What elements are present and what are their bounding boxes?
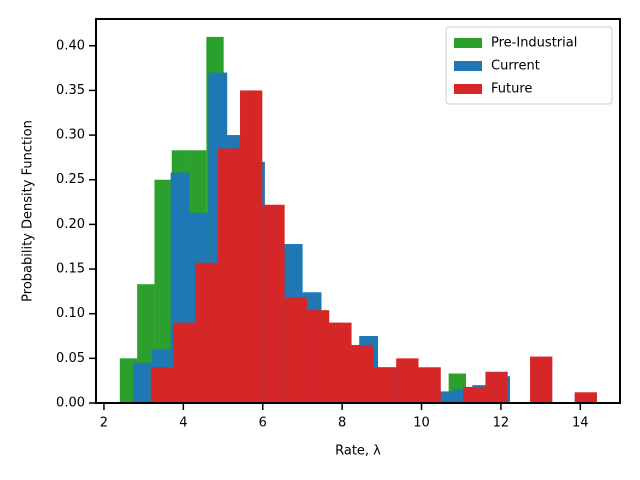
legend-label: Current — [491, 59, 540, 74]
legend-label: Future — [491, 82, 532, 97]
x-tick-label: 14 — [572, 416, 589, 431]
histogram-bar — [217, 148, 241, 403]
y-tick-label: 0.35 — [56, 83, 85, 98]
histogram-bar — [284, 297, 307, 403]
y-axis-label: Probability Density Function — [21, 120, 36, 302]
histogram-bar — [306, 310, 330, 403]
y-tick-label: 0.05 — [56, 351, 85, 366]
histogram-bar — [351, 344, 374, 403]
x-tick-label: 8 — [338, 416, 346, 431]
histogram-bar — [418, 367, 441, 403]
histogram-bar — [154, 179, 172, 403]
histogram-bar — [463, 386, 486, 403]
histogram-bar — [329, 322, 352, 403]
histogram-bar — [173, 322, 196, 403]
y-tick-label: 0.25 — [56, 172, 85, 187]
y-tick-label: 0.00 — [56, 396, 85, 411]
y-tick-label: 0.15 — [56, 262, 85, 277]
x-tick-label: 6 — [259, 416, 267, 431]
histogram-bar — [262, 204, 285, 403]
histogram-bar — [434, 391, 454, 403]
legend-label: Pre-Industrial — [491, 36, 577, 51]
y-tick-label: 0.30 — [56, 128, 85, 143]
legend-swatch — [454, 84, 482, 94]
x-tick-label: 2 — [100, 416, 108, 431]
y-tick-label: 0.10 — [56, 306, 85, 321]
histogram-bar — [132, 362, 152, 403]
histogram-bar — [150, 367, 174, 403]
histogram-bar — [240, 90, 263, 403]
x-tick-label: 12 — [493, 416, 510, 431]
histogram-bar — [530, 356, 553, 403]
x-axis-label: Rate, λ — [335, 444, 381, 459]
x-tick-label: 4 — [179, 416, 187, 431]
x-tick-label: 10 — [413, 416, 430, 431]
legend-box — [445, 26, 613, 105]
legend-swatch — [454, 38, 482, 48]
plot-frame — [95, 18, 621, 404]
histogram-bar — [485, 371, 508, 403]
histogram-bar — [373, 367, 397, 403]
histogram-bar — [195, 262, 218, 403]
histogram-bar — [119, 358, 138, 403]
histogram-bar — [396, 358, 419, 403]
y-tick-label: 0.20 — [56, 217, 85, 232]
histogram-bar — [574, 392, 597, 403]
legend-swatch — [454, 61, 482, 71]
y-tick-label: 0.40 — [56, 38, 85, 53]
